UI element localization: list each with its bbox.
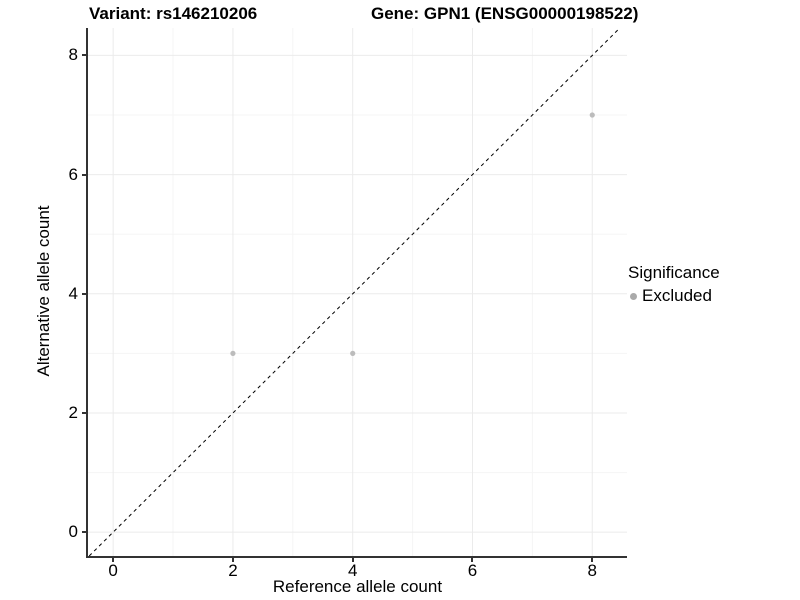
x-tick-label: 0: [108, 561, 118, 580]
x-axis-title: Reference allele count: [272, 577, 443, 596]
x-tick-mark: [112, 558, 115, 562]
x-tick-mark: [231, 558, 234, 562]
plot-title-gene: Gene: GPN1 (ENSG00000198522): [371, 4, 639, 23]
legend-entry-label: Excluded: [642, 286, 712, 305]
y-tick-mark: [82, 54, 86, 57]
legend-title: Significance: [628, 263, 720, 282]
x-tick-mark: [351, 558, 354, 562]
plot-panel: [88, 28, 627, 556]
legend: Significance Excluded: [628, 263, 720, 306]
y-tick-label: 6: [68, 164, 78, 184]
y-tick-label: 8: [68, 45, 78, 65]
scatter-point: [230, 350, 236, 356]
scatter-point: [589, 112, 595, 118]
y-tick-label: 0: [68, 522, 78, 542]
y-tick-mark: [82, 531, 86, 534]
y-tick-mark: [82, 173, 86, 176]
x-tick-label: 6: [467, 561, 478, 580]
plot-canvas: [88, 28, 627, 556]
identity-line: [88, 28, 621, 556]
y-tick-mark: [82, 411, 86, 414]
x-axis-line: [86, 556, 627, 558]
scatter-point: [350, 350, 356, 356]
y-axis-title: Alternative allele count: [34, 205, 53, 377]
legend-entry-excluded: Excluded: [628, 286, 720, 306]
x-tick-mark: [471, 558, 474, 562]
excluded-point-icon: [630, 292, 637, 300]
y-tick-mark: [82, 292, 86, 295]
y-tick-label: 2: [68, 402, 78, 422]
y-axis-line: [86, 28, 88, 558]
plot-title-variant: Variant: rs146210206: [89, 4, 258, 23]
x-tick-label: 2: [228, 561, 238, 580]
x-tick-mark: [591, 558, 594, 562]
y-tick-label: 4: [68, 283, 78, 303]
x-tick-label: 8: [587, 561, 597, 580]
x-tick-label: 4: [347, 561, 358, 580]
